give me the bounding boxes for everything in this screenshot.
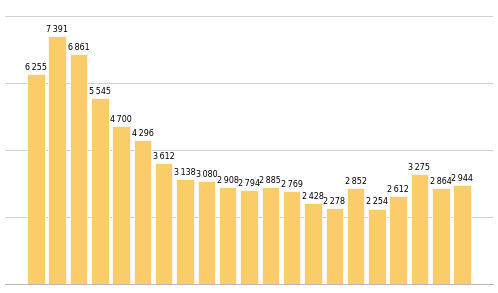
Text: 2 254: 2 254 <box>366 197 388 207</box>
Bar <box>70 54 87 284</box>
Text: 2 428: 2 428 <box>302 192 324 201</box>
Text: 2 944: 2 944 <box>451 174 473 183</box>
Bar <box>176 179 194 284</box>
Bar <box>113 126 130 284</box>
Text: 2 769: 2 769 <box>280 180 303 189</box>
Text: 2 612: 2 612 <box>387 185 409 195</box>
Text: 2 852: 2 852 <box>345 177 367 186</box>
Bar <box>347 188 364 284</box>
Bar <box>283 191 300 284</box>
Text: 3 612: 3 612 <box>153 152 175 161</box>
Text: 6 255: 6 255 <box>25 63 47 72</box>
Text: 2 278: 2 278 <box>323 197 345 206</box>
Text: 2 908: 2 908 <box>217 176 239 185</box>
Bar <box>134 140 151 284</box>
Bar <box>368 209 385 284</box>
Text: 7 391: 7 391 <box>46 25 68 34</box>
Text: 2 885: 2 885 <box>259 176 281 185</box>
Text: 3 275: 3 275 <box>408 163 430 172</box>
Text: 3 138: 3 138 <box>174 168 196 177</box>
Bar <box>432 188 450 284</box>
Bar <box>91 98 109 284</box>
Text: 5 545: 5 545 <box>89 87 111 96</box>
Text: 3 080: 3 080 <box>196 170 217 179</box>
Bar <box>411 174 428 284</box>
Text: 2 794: 2 794 <box>238 179 260 188</box>
Bar <box>27 74 45 284</box>
Bar <box>240 190 258 284</box>
Bar <box>155 163 172 284</box>
Bar <box>198 181 215 284</box>
Bar <box>219 187 237 284</box>
Text: 2 864: 2 864 <box>430 177 452 186</box>
Bar <box>453 185 471 284</box>
Bar <box>48 36 66 284</box>
Bar <box>304 203 322 284</box>
Bar <box>261 187 279 284</box>
Text: 4 296: 4 296 <box>131 129 153 138</box>
Bar <box>389 197 407 284</box>
Text: 6 861: 6 861 <box>68 43 89 52</box>
Bar <box>326 208 343 284</box>
Text: 4 700: 4 700 <box>110 115 132 124</box>
